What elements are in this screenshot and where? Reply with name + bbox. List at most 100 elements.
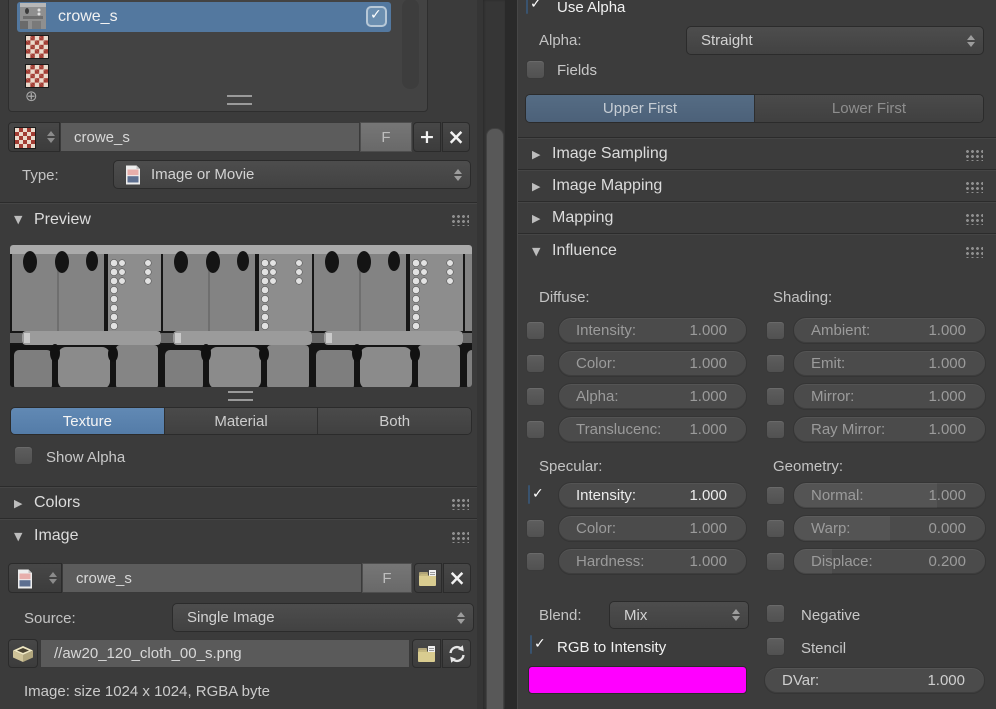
mapping-panel-header[interactable]: ▶ Mapping — [518, 201, 996, 234]
specular-color-checkbox[interactable] — [526, 519, 545, 538]
texture-slot-checker-icon[interactable] — [25, 64, 49, 88]
vertical-scrollbar-track[interactable] — [483, 0, 505, 709]
geometry-normal-checkbox[interactable] — [766, 486, 785, 505]
geometry-displace-checkbox[interactable] — [766, 552, 785, 571]
vertical-scrollbar-thumb[interactable] — [486, 128, 504, 709]
fake-user-button[interactable]: F — [360, 122, 412, 152]
diffuse-color-slider[interactable]: Color: 1.000 — [558, 350, 747, 377]
rgb-color-swatch[interactable] — [528, 666, 747, 694]
panel-grip-icon[interactable] — [450, 529, 469, 543]
pack-image-button[interactable] — [8, 639, 38, 668]
diffuse-alpha-checkbox[interactable] — [526, 387, 545, 406]
diffuse-alpha-slider[interactable]: Alpha: 1.000 — [558, 383, 747, 410]
shading-ray-mirror-checkbox[interactable] — [766, 420, 785, 439]
field-order-segment: Upper First Lower First — [525, 94, 984, 123]
geometry-warp-checkbox[interactable] — [766, 519, 785, 538]
shading-mirror-slider[interactable]: Mirror: 1.000 — [793, 383, 986, 410]
rgb-to-intensity-checkbox[interactable] — [530, 635, 532, 654]
panel-grip-icon[interactable] — [450, 496, 469, 510]
panel-grip-icon[interactable] — [964, 211, 983, 225]
influence-panel-header[interactable]: ▼ Influence — [518, 233, 996, 268]
unlink-image-button[interactable]: × — [443, 563, 471, 593]
image-sampling-panel-header[interactable]: ▶ Image Sampling — [518, 137, 996, 170]
triangle-down-icon: ▼ — [532, 244, 541, 258]
source-dropdown[interactable]: Single Image — [172, 603, 474, 632]
shading-ambient-slider[interactable]: Ambient: 1.000 — [793, 317, 986, 344]
preview-panel-title: Preview — [34, 210, 91, 228]
shading-emit-slider[interactable]: Emit: 1.000 — [793, 350, 986, 377]
fields-checkbox[interactable] — [526, 60, 545, 79]
browse-arrows-icon — [49, 572, 57, 584]
field-order-upper-first[interactable]: Upper First — [526, 95, 755, 122]
unlink-texture-button[interactable]: × — [442, 122, 470, 152]
source-label: Source: — [24, 610, 76, 627]
specular-color-slider[interactable]: Color: 1.000 — [558, 515, 747, 542]
close-icon: × — [448, 565, 466, 590]
list-scrollbar[interactable] — [402, 0, 419, 89]
preview-mode-both[interactable]: Both — [318, 408, 471, 434]
dropdown-arrows-icon — [967, 35, 975, 47]
texture-slot-item-selected[interactable]: crowe_s — [17, 2, 391, 32]
dvar-slider[interactable]: DVar: 1.000 — [764, 667, 985, 694]
image-mapping-title: Image Mapping — [552, 177, 663, 194]
shading-mirror-checkbox[interactable] — [766, 387, 785, 406]
colors-panel-header[interactable]: ▶ Colors — [0, 486, 483, 519]
dropdown-arrows-icon — [732, 609, 740, 621]
diffuse-translucency-slider[interactable]: Translucenc: 1.000 — [558, 416, 747, 443]
preview-mode-material[interactable]: Material — [164, 408, 319, 434]
panel-grip-icon[interactable] — [450, 213, 469, 226]
preview-mode-texture[interactable]: Texture — [11, 408, 165, 434]
geometry-normal-slider[interactable]: Normal: 1.000 — [793, 482, 986, 509]
panel-grip-icon[interactable] — [964, 179, 983, 193]
add-texture-button[interactable]: + — [413, 122, 441, 152]
list-resize-handle[interactable] — [227, 95, 252, 105]
panel-grip-icon[interactable] — [964, 244, 983, 258]
texture-enabled-checkbox[interactable] — [366, 6, 387, 27]
browse-arrows-icon — [47, 131, 55, 143]
diffuse-color-checkbox[interactable] — [526, 354, 545, 373]
texture-slot-checker-icon[interactable] — [25, 35, 49, 59]
use-alpha-checkbox[interactable] — [526, 0, 528, 14]
preview-resize-handle[interactable] — [228, 391, 253, 401]
shading-emit-checkbox[interactable] — [766, 354, 785, 373]
specular-label: Specular: — [539, 458, 603, 475]
alpha-dropdown[interactable]: Straight — [686, 26, 984, 55]
triangle-right-icon: ▶ — [532, 211, 541, 225]
diffuse-translucency-checkbox[interactable] — [526, 420, 545, 439]
plus-circle-icon[interactable]: ⊕ — [25, 87, 38, 105]
panel-grip-icon[interactable] — [964, 147, 983, 161]
image-sampling-title: Image Sampling — [552, 145, 668, 162]
image-fake-user-button[interactable]: F — [362, 563, 412, 593]
shading-ray-mirror-slider[interactable]: Ray Mirror: 1.000 — [793, 416, 986, 443]
image-info-text: Image: size 1024 x 1024, RGBA byte — [24, 683, 270, 700]
diffuse-intensity-checkbox[interactable] — [526, 321, 545, 340]
geometry-displace-slider[interactable]: Displace: 0.200 — [793, 548, 986, 575]
geometry-warp-slider[interactable]: Warp: 0.000 — [793, 515, 986, 542]
image-panel-header[interactable]: ▼ Image — [0, 518, 483, 553]
browse-file-button[interactable] — [412, 639, 441, 668]
show-alpha-checkbox[interactable] — [14, 446, 33, 465]
stencil-label: Stencil — [801, 640, 847, 657]
image-panel-title: Image — [34, 527, 79, 544]
image-mapping-panel-header[interactable]: ▶ Image Mapping — [518, 169, 996, 202]
browse-texture-button[interactable] — [8, 122, 60, 152]
negative-checkbox[interactable] — [766, 604, 785, 623]
diffuse-intensity-slider[interactable]: Intensity: 1.000 — [558, 317, 747, 344]
field-order-lower-first[interactable]: Lower First — [755, 95, 983, 122]
specular-hardness-slider[interactable]: Hardness: 1.000 — [558, 548, 747, 575]
filepath-input[interactable]: //aw20_120_cloth_00_s.png — [40, 639, 410, 668]
specular-hardness-checkbox[interactable] — [526, 552, 545, 571]
browse-image-button[interactable] — [8, 563, 62, 593]
preview-panel-header[interactable]: ▼ Preview — [0, 202, 483, 236]
type-dropdown[interactable]: Image or Movie — [113, 160, 471, 189]
open-image-button[interactable] — [414, 563, 442, 593]
show-alpha-label: Show Alpha — [46, 449, 126, 466]
specular-intensity-slider[interactable]: Intensity: 1.000 — [558, 482, 747, 509]
blend-dropdown[interactable]: Mix — [609, 601, 749, 629]
specular-intensity-checkbox[interactable] — [528, 485, 530, 504]
texture-name-input[interactable]: crowe_s — [60, 122, 360, 152]
image-name-input[interactable]: crowe_s — [62, 563, 362, 593]
shading-ambient-checkbox[interactable] — [766, 321, 785, 340]
reload-image-button[interactable] — [442, 639, 471, 668]
stencil-checkbox[interactable] — [766, 637, 785, 656]
